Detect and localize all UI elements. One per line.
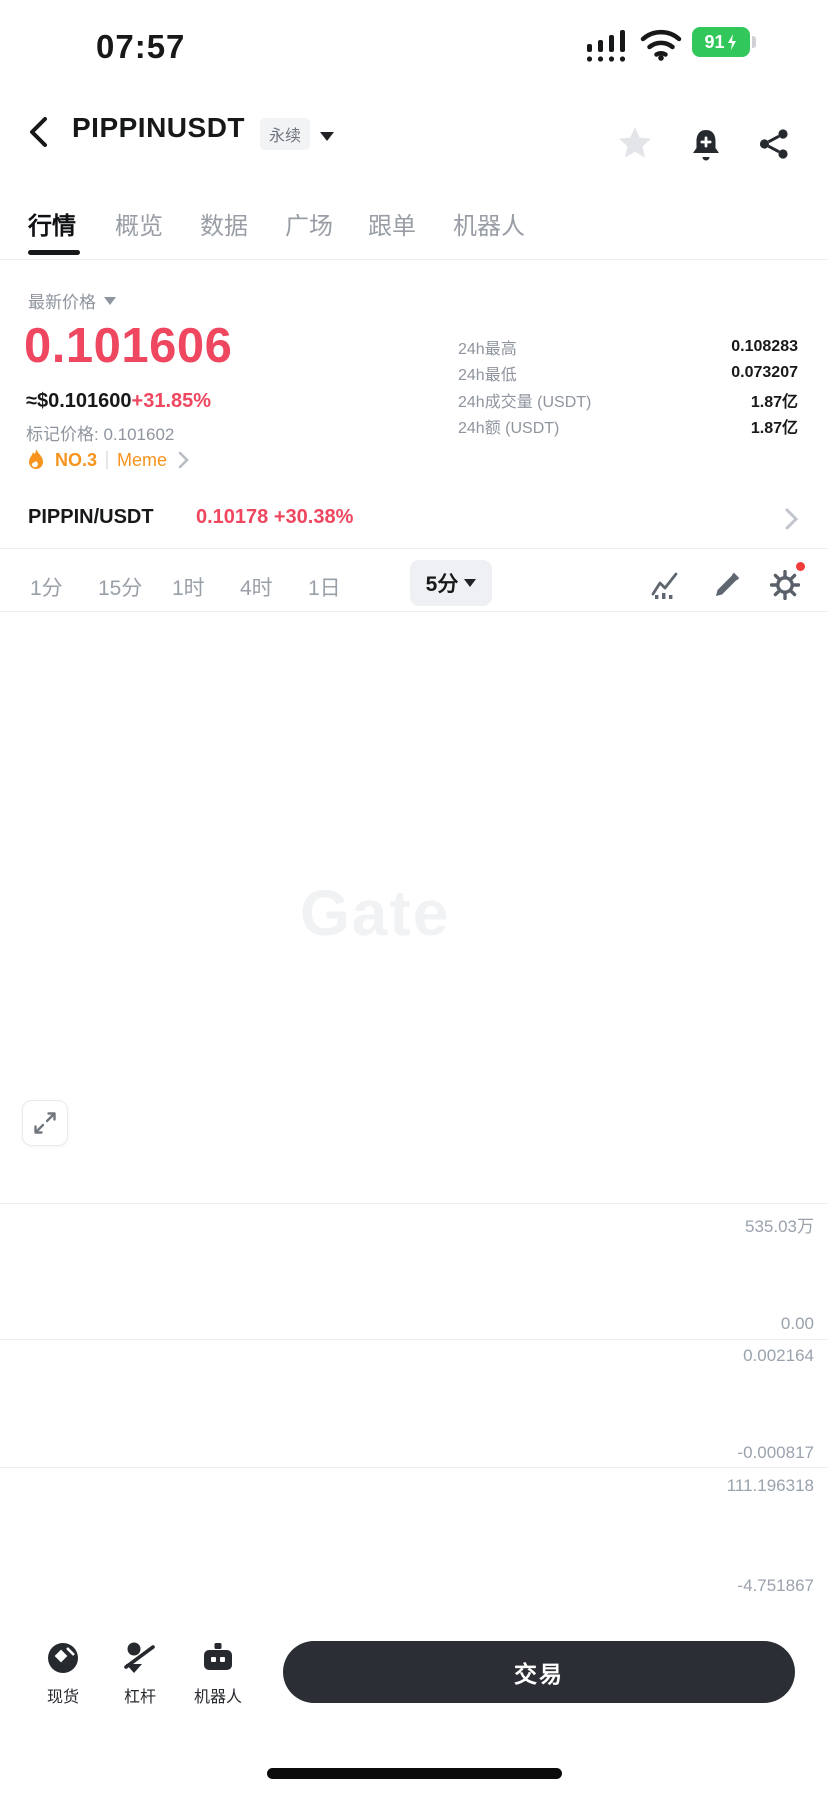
stat-row-turnover: 24h额 (USDT) 1.87亿 xyxy=(458,413,798,439)
chart-top-divider xyxy=(0,611,828,612)
stat-label: 24h成交量 (USDT) xyxy=(458,394,592,411)
fullscreen-expand-button[interactable] xyxy=(22,1100,68,1146)
kdj-chart[interactable] xyxy=(0,1468,828,1632)
battery-cap xyxy=(752,36,756,48)
wifi-icon xyxy=(640,29,682,61)
tab-copy[interactable]: 跟单 xyxy=(368,213,416,240)
battery-percent: 91 xyxy=(704,31,725,52)
macd-chart[interactable] xyxy=(0,1340,828,1466)
active-tab-underline xyxy=(28,250,80,255)
stat-value: 1.87亿 xyxy=(750,394,798,411)
tf-chip-caret-icon xyxy=(464,579,477,587)
rank-badge: NO.3 xyxy=(55,449,98,470)
settings-notification-dot xyxy=(796,562,805,571)
favorite-star-icon[interactable] xyxy=(615,123,655,163)
stat-label: 24h最低 xyxy=(458,367,517,384)
category-tag: Meme xyxy=(117,449,168,470)
mark-price: 标记价格: 0.101602 xyxy=(26,425,175,444)
bottom-item-label: 杠杆 xyxy=(123,1689,156,1706)
leverage-icon xyxy=(124,1642,155,1673)
chart-style-icon[interactable] xyxy=(650,570,680,600)
cellular-signal-icon xyxy=(586,30,626,62)
latest-price-caret-icon xyxy=(104,296,116,305)
volume-chart[interactable] xyxy=(0,1204,828,1338)
tf-1h[interactable]: 1时 xyxy=(172,577,205,600)
tf-1d[interactable]: 1日 xyxy=(308,577,341,600)
robot-icon xyxy=(204,1643,232,1670)
tf-selected-label: 5分 xyxy=(425,573,459,596)
stat-value: 0.108283 xyxy=(731,338,798,355)
stat-row-volume: 24h成交量 (USDT) 1.87亿 xyxy=(458,387,798,413)
macd-axis-max: 0.002164 xyxy=(743,1346,814,1365)
stat-label: 24h最高 xyxy=(458,341,517,358)
spot-pair-price: 0.10178 +30.38% xyxy=(196,506,353,529)
tf-1m[interactable]: 1分 xyxy=(30,577,63,600)
spot-change: +30.38% xyxy=(273,506,354,528)
tf-selected-chip[interactable]: 5分 xyxy=(410,560,492,606)
home-indicator[interactable] xyxy=(267,1768,562,1779)
volume-divider xyxy=(0,1203,828,1204)
tag-row[interactable]: NO.3 Meme xyxy=(26,448,190,472)
tf-4h[interactable]: 4时 xyxy=(240,577,273,600)
volume-axis-max: 535.03万 xyxy=(745,1217,814,1236)
stat-value: 0.073207 xyxy=(731,364,798,381)
tab-data[interactable]: 数据 xyxy=(200,213,248,240)
page-title: PIPPINUSDT xyxy=(72,112,246,143)
share-icon[interactable] xyxy=(754,124,794,164)
volume-axis-min: 0.00 xyxy=(780,1314,814,1333)
change-percent: +31.85% xyxy=(131,390,212,412)
coin-icon xyxy=(48,1643,78,1673)
stat-label: 24h额 (USDT) xyxy=(458,420,560,437)
tf-15m[interactable]: 15分 xyxy=(98,577,143,600)
bottom-item-label: 现货 xyxy=(46,1689,79,1706)
stat-row-high: 24h最高 0.108283 xyxy=(458,334,798,360)
stat-value: 1.87亿 xyxy=(750,420,798,437)
status-time: 07:57 xyxy=(96,28,186,65)
tab-square[interactable]: 广场 xyxy=(285,213,333,240)
latest-price-label: 最新价格 xyxy=(28,293,96,312)
last-price: 0.101606 xyxy=(24,319,233,373)
kdj-divider xyxy=(0,1467,828,1468)
fiat-change-row: ≈$0.101600+31.85% xyxy=(26,390,211,413)
spot-price: 0.10178 xyxy=(196,506,269,528)
kdj-axis-max: 111.196318 xyxy=(726,1476,814,1495)
tab-bot[interactable]: 机器人 xyxy=(453,213,525,240)
battery-icon: 91 xyxy=(692,27,750,57)
tags-chevron-icon xyxy=(178,451,189,469)
flame-icon xyxy=(29,449,43,469)
draw-pencil-icon[interactable] xyxy=(712,570,742,600)
spot-pair-name: PIPPIN/USDT xyxy=(28,506,154,528)
kdj-axis-min: -4.751867 xyxy=(737,1576,814,1595)
macd-divider xyxy=(0,1339,828,1340)
stat-row-low: 24h最低 0.073207 xyxy=(458,360,798,386)
settings-gear-icon[interactable] xyxy=(770,570,800,600)
price-alert-bell-icon[interactable] xyxy=(686,124,726,164)
tag-separator xyxy=(106,451,109,469)
latest-price-label-row[interactable]: 最新价格 xyxy=(28,288,116,313)
charging-bolt-icon xyxy=(727,34,736,50)
contract-type-badge: 永续 xyxy=(260,118,311,150)
pair-row-chevron-icon[interactable] xyxy=(782,506,800,532)
watermark: Gate xyxy=(300,877,451,949)
bottom-item-margin[interactable]: 杠杆 xyxy=(105,1640,175,1707)
contract-caret-icon[interactable] xyxy=(320,132,334,141)
macd-axis-min: -0.000817 xyxy=(737,1443,814,1462)
bottom-item-label: 机器人 xyxy=(193,1689,242,1706)
back-icon[interactable] xyxy=(26,115,52,149)
fiat-price: ≈$0.101600 xyxy=(26,390,132,412)
bottom-item-bot[interactable]: 机器人 xyxy=(183,1640,253,1707)
header-divider xyxy=(0,259,828,260)
bottom-item-spot[interactable]: 现货 xyxy=(28,1640,98,1707)
tab-overview[interactable]: 概览 xyxy=(115,213,163,240)
trade-button[interactable]: 交易 xyxy=(283,1641,795,1703)
tab-market[interactable]: 行情 xyxy=(28,213,76,240)
pair-divider xyxy=(0,548,828,549)
